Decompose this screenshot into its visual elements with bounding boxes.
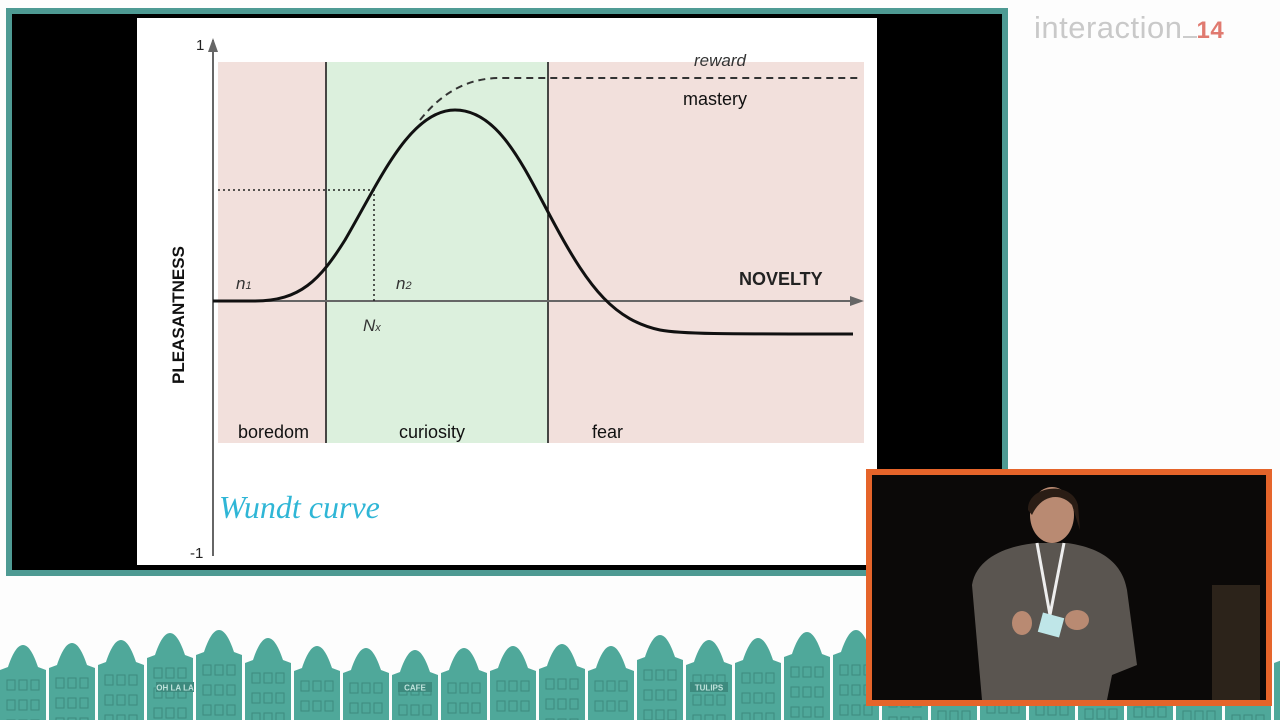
x-axis-label: NOVELTY bbox=[739, 269, 823, 289]
house-signs-layer: OH LA LA CAFE TULIPS bbox=[156, 682, 728, 693]
zone-boredom bbox=[218, 62, 326, 443]
house-sign-oh-la-la: OH LA LA bbox=[156, 684, 194, 693]
canal-house bbox=[147, 633, 193, 720]
canal-house bbox=[0, 645, 46, 720]
wundt-diagram: 1 -1 PLEASANTNESS NOVELTY n1 n2 Nx rewar… bbox=[169, 37, 864, 562]
mastery-label: mastery bbox=[683, 89, 747, 109]
canal-house bbox=[294, 646, 340, 720]
canal-house bbox=[735, 638, 781, 720]
slide-title: Wundt curve bbox=[219, 489, 380, 525]
canal-house bbox=[49, 643, 95, 720]
canal-house bbox=[686, 640, 732, 720]
zone-label-boredom: boredom bbox=[238, 422, 309, 442]
canal-house bbox=[637, 635, 683, 720]
canal-house bbox=[539, 644, 585, 720]
zone-label-fear: fear bbox=[592, 422, 623, 442]
house-sign-tulips: TULIPS bbox=[695, 684, 724, 693]
nx-label: Nx bbox=[363, 316, 381, 335]
n2-label: n2 bbox=[396, 274, 412, 293]
slide: 1 -1 PLEASANTNESS NOVELTY n1 n2 Nx rewar… bbox=[137, 18, 877, 565]
conference-logo: interaction 14 bbox=[1034, 10, 1224, 46]
wundt-curve bbox=[213, 108, 854, 336]
canal-house bbox=[588, 646, 634, 720]
house-sign-cafe: CAFE bbox=[404, 684, 426, 693]
canal-house bbox=[343, 648, 389, 720]
canal-house bbox=[784, 632, 830, 720]
speaker-video bbox=[866, 469, 1272, 706]
house-sign-board bbox=[690, 682, 728, 692]
x-axis-arrow-icon bbox=[850, 296, 864, 306]
canal-house bbox=[245, 638, 291, 720]
canal-house bbox=[441, 648, 487, 720]
canal-house bbox=[490, 646, 536, 720]
canal-house bbox=[196, 630, 242, 720]
y-axis-label: PLEASANTNESS bbox=[169, 246, 188, 384]
speaker-image bbox=[872, 475, 1266, 700]
zone-curiosity bbox=[326, 62, 548, 443]
zone-fear bbox=[548, 62, 864, 443]
y-tick-bottom: -1 bbox=[190, 545, 203, 562]
canal-house bbox=[1274, 660, 1280, 720]
house-sign-board bbox=[156, 682, 194, 692]
logo-number: 14 bbox=[1196, 17, 1225, 44]
reward-label: reward bbox=[694, 51, 747, 70]
reward-line bbox=[419, 77, 862, 121]
logo-text: interaction bbox=[1034, 10, 1183, 45]
n1-label: n1 bbox=[236, 274, 252, 293]
canal-house bbox=[98, 640, 144, 720]
y-tick-top: 1 bbox=[196, 37, 204, 54]
house-sign-board bbox=[398, 682, 432, 692]
y-axis-arrow-icon bbox=[208, 38, 218, 52]
zone-label-curiosity: curiosity bbox=[399, 422, 465, 442]
